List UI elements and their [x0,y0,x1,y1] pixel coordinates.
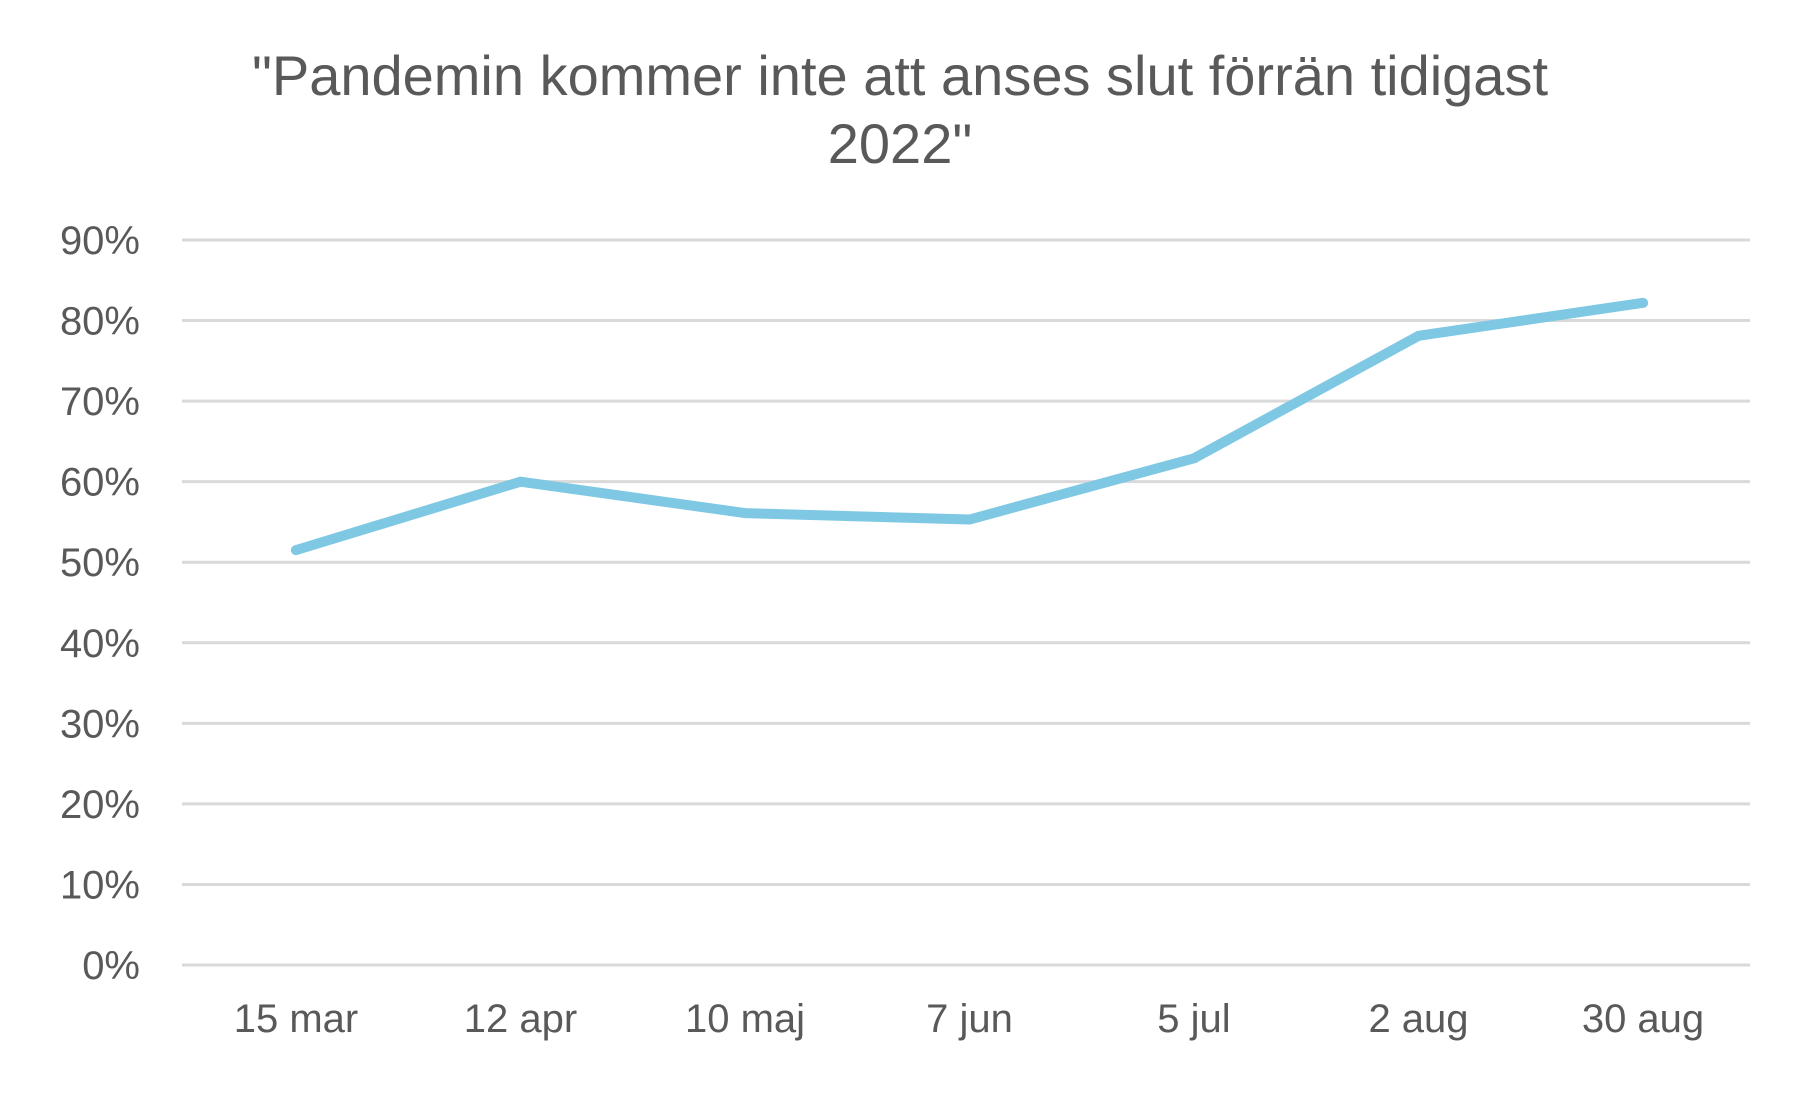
chart-title: "Pandemin kommer inte att anses slut för… [0,42,1800,178]
y-tick-label: 70% [60,380,140,424]
y-tick-label: 30% [60,702,140,746]
y-tick-label: 40% [60,622,140,666]
series-line [291,297,1648,556]
data-point [1413,330,1424,341]
y-tick-label: 0% [82,944,140,988]
data-point [964,514,975,525]
y-tick-label: 10% [60,863,140,907]
data-point [740,508,750,519]
x-tick-label: 15 mar [234,997,359,1041]
y-tick-label: 50% [60,541,140,585]
x-tick-label: 7 jun [926,997,1013,1041]
x-tick-label: 10 maj [685,997,805,1041]
chart-title-line-1: "Pandemin kommer inte att anses slut för… [251,44,1549,107]
gridlines [182,238,1750,967]
data-point [1638,297,1648,308]
x-tick-label: 30 aug [1582,997,1704,1041]
chart-title-line-2: 2022" [827,112,973,175]
series-layer [291,297,1648,556]
x-tick-label: 2 aug [1368,997,1468,1041]
y-tick-label: 60% [60,461,140,505]
data-point [515,476,526,487]
x-axis-tick-labels: 15 mar 12 apr 10 maj 7 jun 5 jul 2 aug 30 aug [234,997,1704,1041]
y-tick-label: 80% [60,300,140,344]
y-tick-label: 90% [60,219,140,263]
data-point [291,545,301,556]
y-tick-label: 20% [60,783,140,827]
y-axis-tick-labels: 0% 10% 20% 30% 40% 50% 60% 70% 80% 90% [60,219,140,988]
data-point [1189,453,1199,464]
x-tick-label: 5 jul [1157,997,1230,1041]
x-tick-label: 12 apr [464,997,577,1041]
